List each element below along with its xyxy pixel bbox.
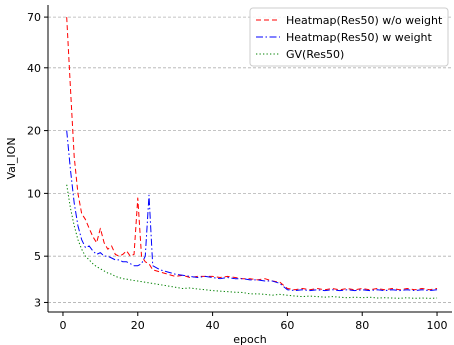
series-layer (66, 17, 438, 299)
axes (47, 5, 452, 313)
x-axis-label: epoch (233, 333, 267, 345)
series-line-2 (66, 130, 438, 292)
x-tick-label: 0 (59, 319, 66, 332)
y-tick-label: 5 (34, 250, 41, 263)
series-line-3 (66, 184, 438, 299)
legend-label-3: GV(Res50) (286, 48, 344, 61)
legend-label-2: Heatmap(Res50) w weight (286, 31, 433, 44)
x-tick-label: 100 (427, 319, 448, 332)
legend-box (249, 7, 449, 67)
x-tick-label: 20 (131, 319, 145, 332)
x-tick-label: 40 (206, 319, 220, 332)
y-tick-label: 40 (27, 62, 41, 75)
y-tick-label: 10 (27, 187, 41, 200)
legend: Heatmap(Res50) w/o weight Heatmap(Res50) … (249, 7, 449, 67)
x-tick-label: 80 (355, 319, 369, 332)
series-line-1 (66, 17, 438, 291)
x-tick-label: 60 (280, 319, 294, 332)
y-tick-label: 20 (27, 125, 41, 138)
ticks: 0 20 40 60 80 100 3 5 10 20 40 70 (27, 11, 448, 332)
y-tick-label: 70 (27, 11, 41, 24)
legend-label-1: Heatmap(Res50) w/o weight (286, 14, 443, 27)
y-axis-label: Val_ION (5, 137, 18, 179)
y-tick-label: 3 (34, 296, 41, 309)
